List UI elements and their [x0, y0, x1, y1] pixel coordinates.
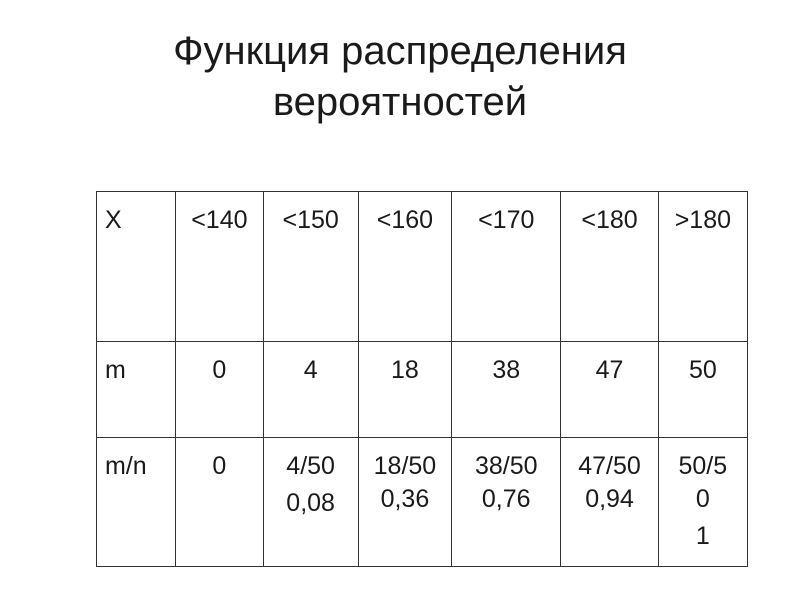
page-title: Функция распределения вероятностей	[0, 26, 800, 128]
cell-value: 50	[688, 356, 717, 384]
cell-fraction: 18/50	[373, 452, 437, 480]
cell-fraction: 38/50	[474, 452, 538, 480]
table-cell: 50	[657, 341, 749, 438]
table-cell: >180	[657, 191, 749, 342]
row-header-x: X	[95, 191, 177, 342]
title-line-2: вероятностей	[272, 80, 528, 124]
table-cell: <150	[262, 191, 359, 342]
cell-value: <180	[581, 206, 638, 234]
cell-value: <170	[478, 206, 535, 234]
cell-decimal: 1	[695, 522, 710, 550]
cell-value: 47	[595, 356, 624, 384]
cell-value: 38	[492, 356, 521, 384]
table-cell: 18/50 0,36	[357, 437, 453, 567]
cell-decimal: 0,36	[380, 485, 430, 513]
cell-value: 18	[391, 356, 419, 384]
table-cell: 38/50 0,76	[451, 437, 562, 567]
title-line-1: Функция распределения	[173, 29, 627, 73]
table-cell: 18	[357, 341, 453, 438]
table-cell: 47	[560, 341, 659, 438]
table-row-mn: m/n 0 4/50 0,08 18/50 0,36 38/50 0,76 47…	[95, 437, 749, 567]
cell-value: 0	[212, 452, 227, 480]
table-cell: 50/5 0 1	[657, 437, 749, 567]
cell-decimal: 0,08	[286, 489, 335, 517]
table-cell: <180	[560, 191, 659, 342]
table-cell: 4/50 0,08	[262, 437, 359, 567]
table-cell: <140	[175, 191, 264, 342]
cell-value: 4	[303, 356, 318, 384]
row-header-mn: m/n	[95, 437, 177, 567]
table-cell: 47/50 0,94	[560, 437, 659, 567]
cell-decimal: 0,76	[481, 485, 531, 513]
cell-value: <160	[376, 206, 434, 234]
table-cell: 0	[175, 437, 264, 567]
table-row-m: m 0 4 18 38 47 50	[95, 341, 749, 438]
cell-fraction: 4/50	[286, 452, 335, 480]
cell-value: <140	[191, 206, 248, 234]
row-header-m: m	[95, 341, 177, 438]
distribution-table: X <140 <150 <160 <170 <180 >180 m 0 4 18…	[95, 191, 749, 567]
table-cell: <170	[451, 191, 562, 342]
cell-fraction-part1: 50/5	[678, 452, 728, 480]
cell-value: 0	[212, 356, 227, 384]
table-cell: 0	[175, 341, 264, 438]
table-cell: <160	[357, 191, 453, 342]
cell-fraction-part2: 0	[695, 485, 710, 513]
cell-decimal: 0,94	[585, 485, 634, 513]
cell-fraction: 47/50	[578, 452, 641, 480]
cell-value: >180	[674, 206, 731, 234]
table-row-x: X <140 <150 <160 <170 <180 >180	[95, 191, 749, 342]
table-cell: 38	[451, 341, 562, 438]
cell-value: <150	[282, 206, 339, 234]
table-cell: 4	[262, 341, 359, 438]
